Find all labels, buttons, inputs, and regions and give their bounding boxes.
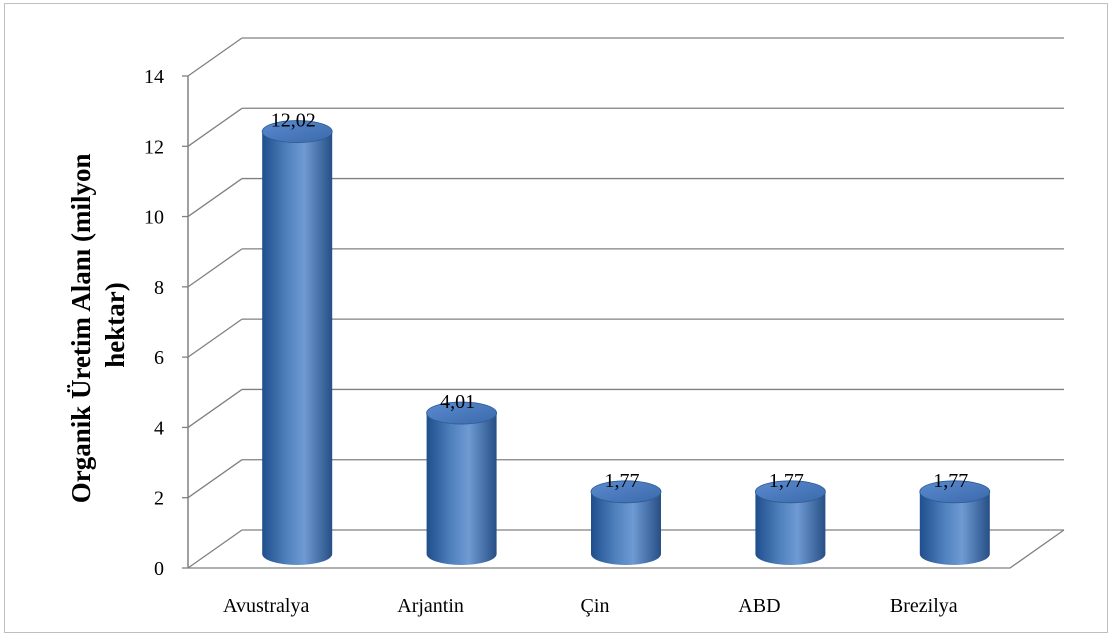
x-tick-label: Çin	[581, 595, 610, 617]
bar-arjantin	[426, 413, 497, 565]
y-tick-label: 12	[144, 136, 164, 158]
y-tick-label: 0	[154, 558, 164, 580]
bars	[261, 120, 991, 565]
bar-cap	[919, 480, 991, 504]
data-label: 12,02	[271, 110, 316, 132]
data-label: 1,77	[933, 470, 968, 492]
gridline-side	[187, 107, 243, 147]
bar-avustralya	[262, 131, 333, 565]
y-tick-label: 10	[144, 207, 164, 229]
gridline-side	[187, 178, 243, 218]
data-label: 1,77	[605, 470, 640, 492]
labels: 12,02 Avustralya 4,01 Arjantin 1,77 Çin 1,77 AB…	[223, 110, 968, 617]
floor-edge	[188, 529, 1065, 569]
y-tick-label: 14	[144, 66, 164, 88]
y-axis-title-line-1: Organik Üretim Alanı (milyon	[66, 153, 96, 503]
bar-cap	[590, 480, 662, 504]
y-tick-label: 2	[154, 488, 164, 510]
y-axis-title: Organik Üretim Alanı (milyon hektar)	[66, 147, 130, 504]
y-axis-title-line-2: hektar)	[100, 282, 130, 367]
bar-abd	[755, 491, 826, 565]
x-tick-label: Arjantin	[397, 595, 464, 617]
x-tick-label: ABD	[738, 595, 780, 617]
bar-çin	[591, 491, 661, 565]
gridline-side	[187, 529, 243, 569]
gridline-side	[187, 459, 243, 499]
bar-cap	[426, 401, 498, 425]
gridline-side	[187, 388, 243, 428]
x-tick-label: Avustralya	[223, 595, 309, 617]
y-axis: 0 2 4 6 8 10 12 14	[144, 66, 189, 580]
gridline-side	[187, 37, 243, 77]
y-tick-label: 6	[154, 347, 164, 369]
bar-brezilya	[919, 491, 990, 565]
bar-cap	[261, 120, 333, 143]
bar-cap	[755, 480, 826, 504]
y-tick-label: 8	[154, 277, 164, 299]
y-tick-label: 4	[154, 417, 164, 439]
data-label: 4,01	[440, 391, 475, 413]
gridline-side	[187, 318, 243, 358]
gridlines	[187, 37, 1065, 569]
data-label: 1,77	[769, 470, 804, 492]
x-tick-label: Brezilya	[890, 595, 958, 617]
gridline-side	[187, 248, 243, 288]
